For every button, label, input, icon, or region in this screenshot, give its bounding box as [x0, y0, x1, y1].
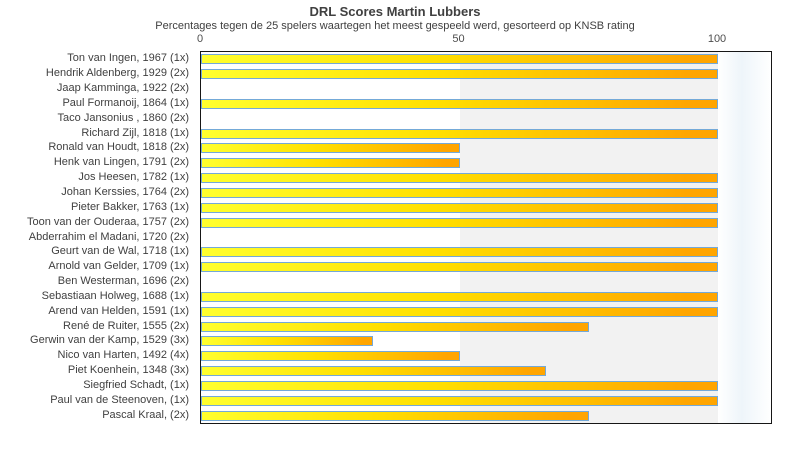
bar-row: [201, 200, 771, 215]
bar-row: [201, 408, 771, 423]
category-label: Jaap Kamminga, 1922 (2x): [56, 82, 189, 95]
x-axis-ticks: 0 50 100: [0, 33, 790, 47]
category-label: Pieter Bakker, 1763 (1x): [70, 200, 189, 213]
category-label: Hendrik Aldenberg, 1929 (2x): [45, 67, 189, 80]
category-label: Ton van Ingen, 1967 (1x): [67, 52, 189, 65]
bar: [201, 380, 718, 391]
chart-subtitle: Percentages tegen de 25 spelers waartege…: [155, 20, 635, 32]
bar-row: [201, 379, 771, 394]
x-tick-label: 50: [452, 33, 465, 45]
bar: [201, 128, 718, 139]
category-label: Paul van de Steenoven, (1x): [50, 393, 189, 406]
shaded-band-50-100: [459, 52, 718, 423]
category-label: Jos Heesen, 1782 (1x): [78, 171, 189, 184]
bar-row: [201, 364, 771, 379]
x-tick-label: 100: [707, 33, 727, 45]
bar-row: [201, 245, 771, 260]
category-label: Arend van Helden, 1591 (1x): [48, 304, 189, 317]
bar-row: [201, 275, 771, 290]
bar: [201, 173, 718, 184]
category-label: Pascal Kraal, (2x): [102, 408, 189, 421]
bar-row: [201, 156, 771, 171]
category-label: Paul Formanoij, 1864 (1x): [62, 96, 189, 109]
bar-row: [201, 230, 771, 245]
bar: [201, 54, 718, 65]
bar: [201, 69, 718, 80]
bar-row: [201, 393, 771, 408]
bar: [201, 262, 718, 273]
x-tick-label: 0: [196, 33, 204, 45]
category-label: Ben Westerman, 1696 (2x): [57, 275, 189, 288]
y-axis-labels: Ton van Ingen, 1967 (1x) Hendrik Aldenber…: [0, 51, 194, 422]
bar: [201, 143, 460, 154]
bar: [201, 395, 718, 406]
category-label: Arnold van Gelder, 1709 (1x): [48, 260, 189, 273]
bar-row: [201, 126, 771, 141]
category-label: Nico van Harten, 1492 (4x): [57, 349, 189, 362]
category-label: Ronald van Houdt, 1818 (2x): [48, 141, 189, 154]
category-label: Taco Jansonius , 1860 (2x): [57, 111, 189, 124]
bar: [201, 321, 589, 332]
category-label: Toon van der Ouderaa, 1757 (2x): [26, 215, 189, 228]
bar-row: [201, 260, 771, 275]
category-label: Siegfried Schadt, (1x): [83, 378, 189, 391]
bar-row: [201, 82, 771, 97]
bar: [201, 351, 460, 362]
chart-title: DRL Scores Martin Lubbers: [309, 4, 481, 19]
category-label: Piet Koenhein, 1348 (3x): [67, 364, 189, 377]
bar: [201, 158, 460, 169]
category-label: Sebastiaan Holweg, 1688 (1x): [41, 289, 189, 302]
bar-row: [201, 304, 771, 319]
bar-row: [201, 111, 771, 126]
right-margin-zone: [718, 52, 771, 423]
category-label: Abderrahim el Madani, 1720 (2x): [28, 230, 189, 243]
category-label: Richard Zijl, 1818 (1x): [81, 126, 189, 139]
category-label: Gerwin van der Kamp, 1529 (3x): [30, 334, 189, 347]
bar: [201, 336, 374, 347]
bar-row: [201, 171, 771, 186]
plot-area: [200, 51, 772, 424]
bar: [201, 188, 718, 199]
bar: [201, 291, 718, 302]
bar-row: [201, 319, 771, 334]
bar-row: [201, 52, 771, 67]
bar-row: [201, 290, 771, 305]
bar: [201, 410, 589, 421]
bar-row: [201, 97, 771, 112]
category-label: Henk van Lingen, 1791 (2x): [53, 156, 189, 169]
bar: [201, 247, 718, 258]
category-label: Johan Kerssies, 1764 (2x): [61, 186, 189, 199]
bar-row: [201, 334, 771, 349]
category-label: René de Ruiter, 1555 (2x): [63, 319, 189, 332]
bar-row: [201, 349, 771, 364]
bar: [201, 217, 718, 228]
bar: [201, 98, 718, 109]
bar: [201, 202, 718, 213]
bar: [201, 306, 718, 317]
bar-row: [201, 141, 771, 156]
bar: [201, 366, 546, 377]
category-label: Geurt van de Wal, 1718 (1x): [51, 245, 189, 258]
bar-row: [201, 215, 771, 230]
bar-row: [201, 186, 771, 201]
bar-rows: [201, 52, 771, 423]
bar-row: [201, 67, 771, 82]
